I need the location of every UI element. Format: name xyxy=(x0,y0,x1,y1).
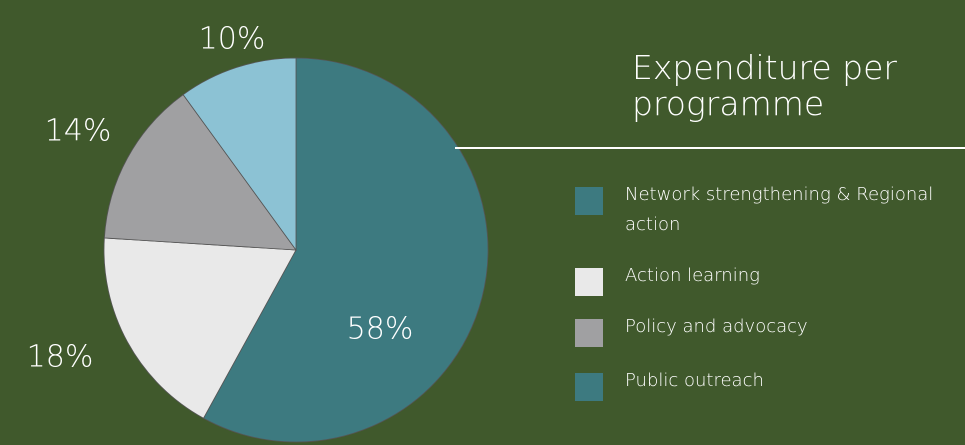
legend-swatch xyxy=(575,268,603,296)
legend-label: Policy and advocacy xyxy=(625,316,808,337)
legend-swatch xyxy=(575,319,603,347)
data-label: 10% xyxy=(199,22,266,57)
title-rule xyxy=(455,147,965,149)
legend-swatch xyxy=(575,373,603,401)
pie-slice xyxy=(202,57,489,443)
legend-label: Network strengthening & Regional action xyxy=(625,184,934,235)
data-label: 14% xyxy=(45,114,112,149)
pie-slice xyxy=(182,57,297,252)
legend-swatch xyxy=(575,187,603,215)
pie-slice xyxy=(103,94,297,251)
data-label: 58% xyxy=(347,312,414,347)
legend-label: Action learning xyxy=(625,265,760,286)
pie-slice xyxy=(103,237,297,419)
legend-label: Public outreach xyxy=(625,370,764,391)
data-label: 18% xyxy=(27,340,94,375)
chart-title: Expenditure per programme xyxy=(632,48,897,123)
